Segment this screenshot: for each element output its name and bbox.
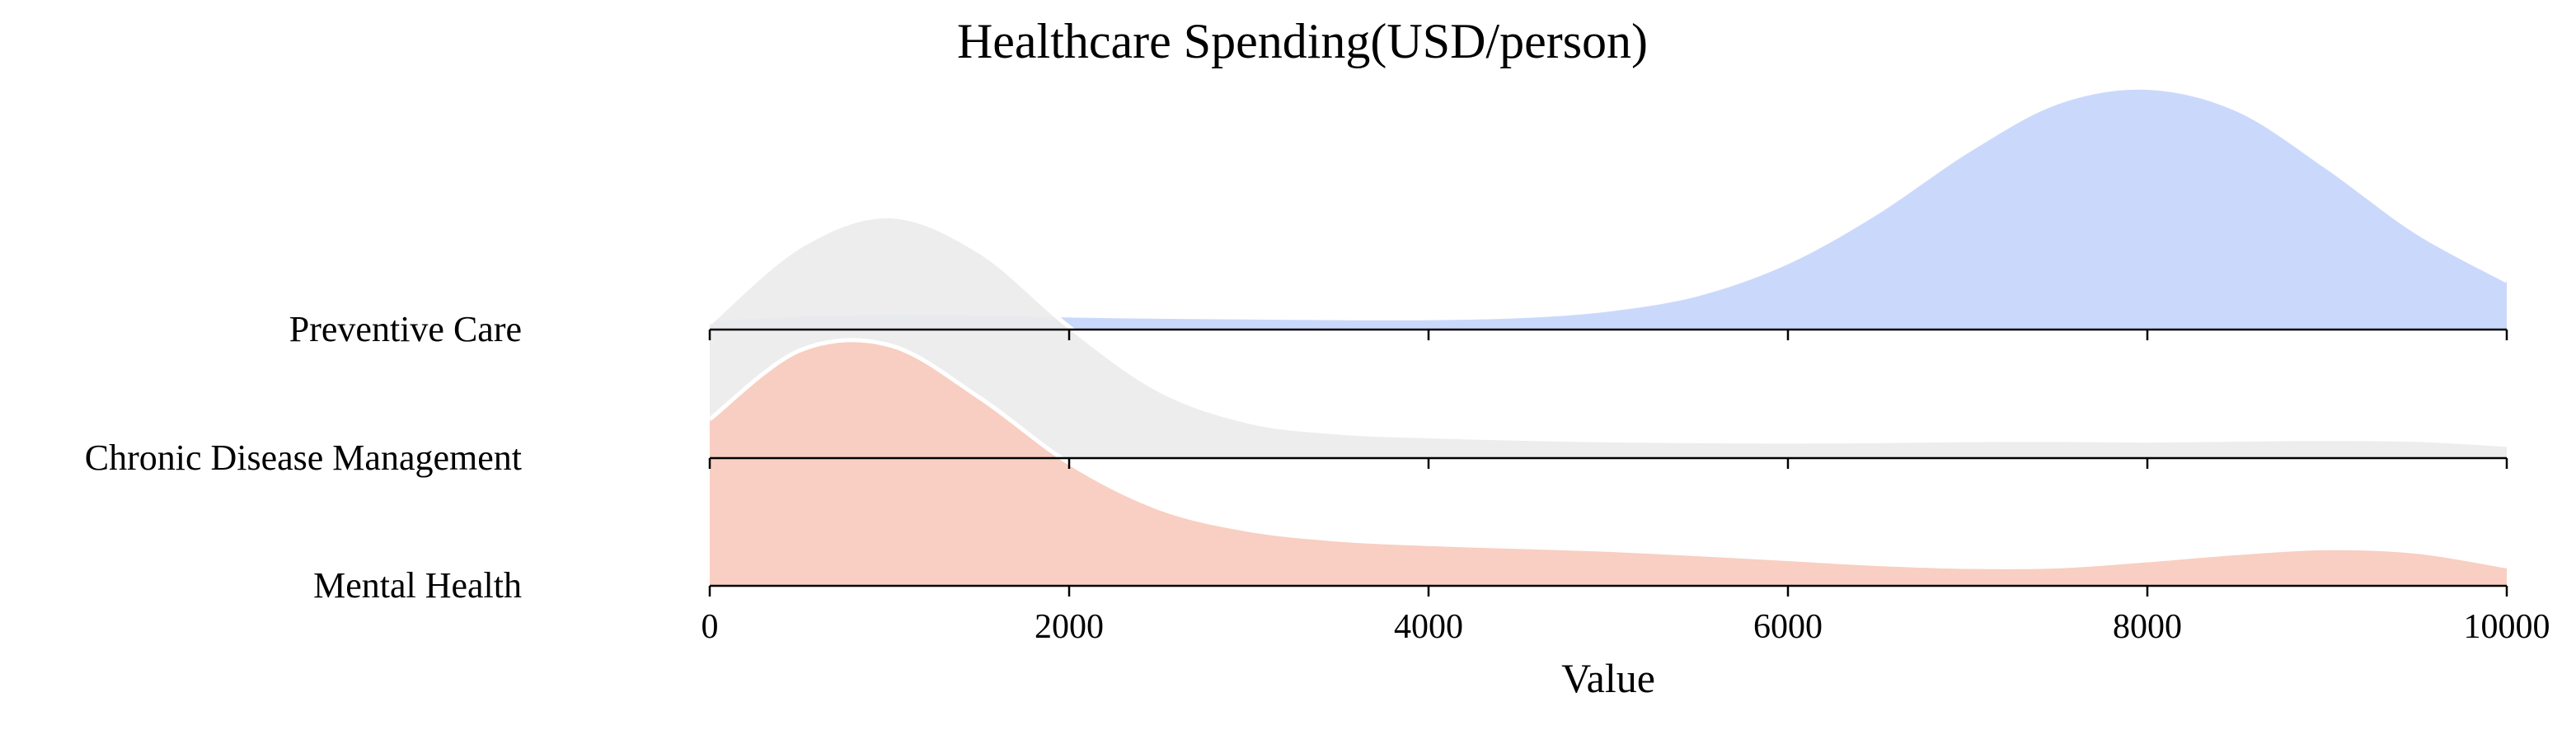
chart-title: Healthcare Spending(USD/person)	[957, 14, 1648, 68]
ridges-layer	[708, 85, 2508, 586]
ridge-area-preventive-care	[710, 87, 2507, 330]
x-tick-label: 0	[701, 608, 719, 646]
ridge-outline-chronic-disease-management	[708, 213, 2508, 447]
x-tick-label: 6000	[1753, 608, 1823, 646]
ridge-area-mental-health	[710, 339, 2507, 586]
x-tick-label: 4000	[1394, 608, 1463, 646]
ridge-area-chronic-disease-management	[710, 216, 2507, 458]
x-tick-label: 2000	[1035, 608, 1104, 646]
x-tick-label: 10000	[2464, 608, 2550, 646]
ridge-label-mental-health: Mental Health	[313, 565, 522, 606]
ridge-outline-mental-health	[708, 338, 2508, 569]
x-axis-label: Value	[1561, 655, 1655, 701]
x-tick-label: 8000	[2113, 608, 2182, 646]
axes-layer: Preventive Care Chronic Disease Managemen…	[85, 309, 2550, 646]
ridge-label-preventive-care: Preventive Care	[289, 309, 522, 349]
ridge-label-chronic-disease-management: Chronic Disease Management	[85, 438, 522, 478]
